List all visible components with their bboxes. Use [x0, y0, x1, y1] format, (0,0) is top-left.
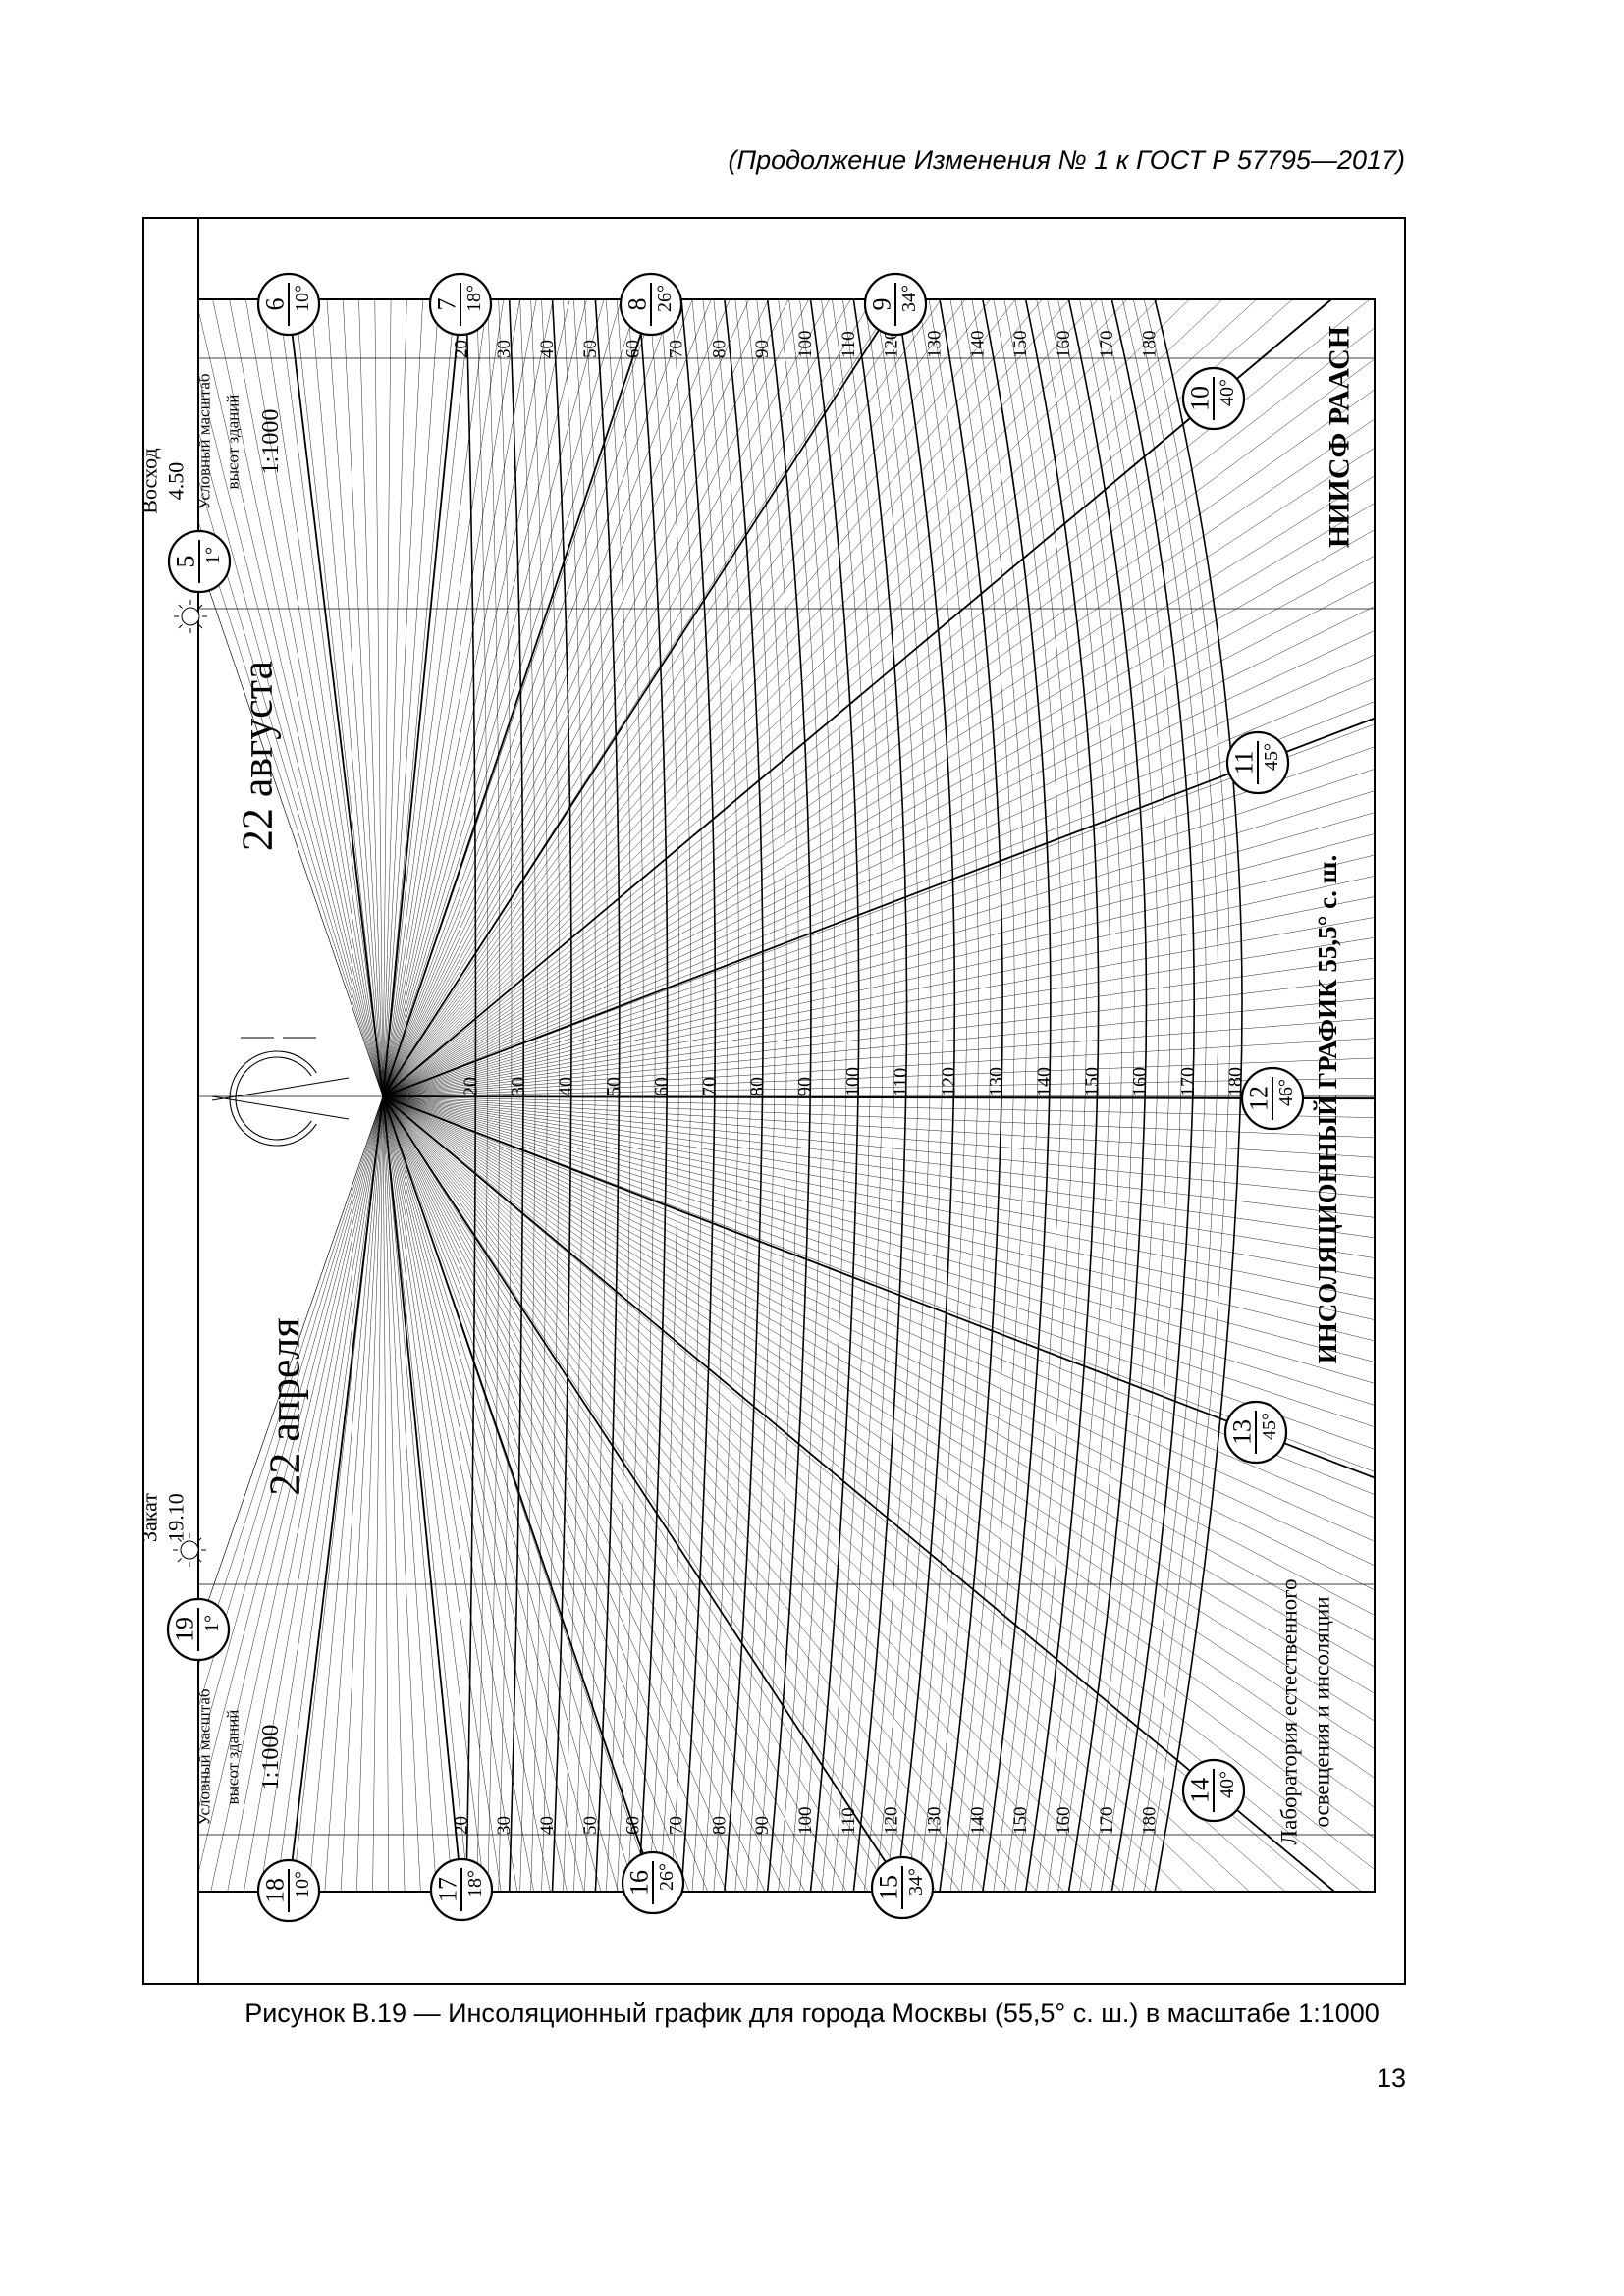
svg-text:16: 16 — [625, 1870, 654, 1896]
svg-text:60: 60 — [623, 340, 644, 358]
svg-text:40°: 40° — [1217, 1771, 1238, 1798]
svg-text:60: 60 — [651, 1077, 673, 1096]
svg-text:45°: 45° — [1259, 1413, 1280, 1440]
svg-text:6: 6 — [261, 298, 290, 311]
svg-text:5: 5 — [172, 556, 200, 568]
svg-text:100: 100 — [795, 331, 816, 359]
svg-text:100: 100 — [842, 1067, 864, 1096]
svg-text:80: 80 — [747, 1077, 769, 1096]
svg-text:18°: 18° — [463, 285, 485, 312]
svg-text:170: 170 — [1177, 1067, 1199, 1096]
svg-text:10: 10 — [1186, 386, 1215, 411]
svg-text:26°: 26° — [656, 1863, 677, 1891]
svg-text:50: 50 — [603, 1077, 624, 1096]
svg-text:1°: 1° — [201, 1615, 223, 1632]
svg-text:160: 160 — [1054, 331, 1074, 359]
svg-text:10°: 10° — [292, 285, 313, 312]
svg-text:120: 120 — [882, 1807, 902, 1836]
svg-text:10°: 10° — [292, 1871, 313, 1898]
svg-text:высот зданий: высот зданий — [224, 395, 243, 490]
svg-text:20: 20 — [460, 1077, 481, 1096]
svg-text:19: 19 — [171, 1617, 199, 1642]
svg-text:Условный масштаб: Условный масштаб — [195, 373, 214, 509]
svg-text:17: 17 — [434, 1877, 462, 1902]
svg-text:45°: 45° — [1261, 743, 1282, 771]
svg-text:34°: 34° — [898, 285, 920, 312]
svg-text:19.10: 19.10 — [164, 1493, 189, 1542]
svg-text:18: 18 — [261, 1878, 290, 1903]
svg-text:70: 70 — [667, 1816, 687, 1835]
svg-text:высот зданий: высот зданий — [224, 1710, 243, 1805]
svg-text:140: 140 — [967, 1807, 988, 1836]
svg-text:90: 90 — [752, 340, 773, 358]
svg-text:1:1000: 1:1000 — [258, 1725, 284, 1790]
svg-text:110: 110 — [839, 331, 859, 358]
svg-text:13: 13 — [1228, 1419, 1257, 1445]
svg-text:Восход: Восход — [137, 448, 162, 513]
svg-text:30: 30 — [494, 340, 514, 358]
svg-text:90: 90 — [752, 1816, 773, 1835]
svg-text:9: 9 — [868, 298, 896, 311]
svg-text:40: 40 — [556, 1077, 577, 1096]
svg-text:22 апреля: 22 апреля — [261, 1317, 309, 1495]
svg-text:40: 40 — [537, 1816, 558, 1835]
svg-text:140: 140 — [1034, 1067, 1056, 1096]
svg-text:34°: 34° — [905, 1868, 927, 1896]
svg-text:14: 14 — [1186, 1778, 1215, 1803]
svg-text:40°: 40° — [1217, 379, 1238, 406]
svg-text:Закат: Закат — [137, 1493, 162, 1542]
svg-text:180: 180 — [1140, 331, 1161, 359]
svg-text:130: 130 — [925, 1807, 946, 1836]
svg-text:20: 20 — [451, 340, 471, 358]
svg-text:ИНСОЛЯЦИОННЫЙ ГРАФИК 55,5° с.: ИНСОЛЯЦИОННЫЙ ГРАФИК 55,5° с. ш. — [1313, 855, 1342, 1363]
svg-text:7: 7 — [433, 298, 461, 311]
svg-text:освещения и инсоляции: освещения и инсоляции — [1310, 1596, 1334, 1827]
svg-text:30: 30 — [494, 1816, 514, 1835]
svg-text:(Продолжение Изменения № 1 к Г: (Продолжение Изменения № 1 к ГОСТ Р 5779… — [729, 145, 1405, 175]
svg-text:150: 150 — [1081, 1067, 1103, 1096]
svg-text:8: 8 — [623, 298, 652, 311]
svg-text:1°: 1° — [202, 547, 224, 564]
svg-text:15: 15 — [875, 1875, 903, 1900]
svg-text:60: 60 — [623, 1816, 644, 1835]
svg-text:46°: 46° — [1275, 1079, 1297, 1106]
svg-text:170: 170 — [1097, 331, 1117, 359]
svg-text:130: 130 — [925, 331, 946, 359]
svg-text:1:1000: 1:1000 — [258, 409, 284, 475]
svg-text:80: 80 — [709, 1816, 730, 1835]
svg-text:20: 20 — [451, 1816, 471, 1835]
svg-text:22 августа: 22 августа — [234, 661, 282, 851]
svg-text:11: 11 — [1230, 750, 1259, 774]
svg-text:100: 100 — [795, 1807, 816, 1836]
svg-text:150: 150 — [1010, 1807, 1031, 1836]
svg-text:130: 130 — [986, 1067, 1007, 1096]
svg-text:26°: 26° — [654, 285, 676, 312]
svg-text:180: 180 — [1140, 1807, 1161, 1836]
svg-text:70: 70 — [667, 340, 687, 358]
svg-text:110: 110 — [839, 1807, 859, 1835]
svg-text:Лаборатория естественного: Лаборатория естественного — [1277, 1578, 1302, 1844]
svg-text:18°: 18° — [464, 1870, 486, 1897]
svg-text:НИИСФ РААСН: НИИСФ РААСН — [1324, 326, 1356, 548]
svg-text:30: 30 — [508, 1077, 529, 1096]
svg-text:13: 13 — [1377, 2063, 1406, 2093]
svg-text:140: 140 — [967, 330, 988, 358]
svg-text:50: 50 — [580, 340, 601, 358]
svg-text:160: 160 — [1129, 1067, 1151, 1096]
svg-text:40: 40 — [537, 340, 558, 358]
svg-text:160: 160 — [1054, 1807, 1074, 1836]
svg-text:120: 120 — [938, 1067, 959, 1096]
svg-text:150: 150 — [1010, 331, 1031, 359]
svg-text:170: 170 — [1097, 1807, 1117, 1836]
svg-text:50: 50 — [580, 1816, 601, 1835]
svg-text:90: 90 — [794, 1077, 816, 1096]
svg-text:70: 70 — [699, 1077, 721, 1096]
svg-text:80: 80 — [709, 340, 730, 358]
svg-text:4.50: 4.50 — [164, 462, 189, 501]
svg-text:Рисунок В.19 — Инсоляционный г: Рисунок В.19 — Инсоляционный график для … — [244, 1999, 1380, 2028]
svg-text:110: 110 — [891, 1068, 912, 1096]
svg-text:12: 12 — [1245, 1086, 1273, 1111]
svg-text:Условный масштаб: Условный масштаб — [195, 1688, 214, 1825]
